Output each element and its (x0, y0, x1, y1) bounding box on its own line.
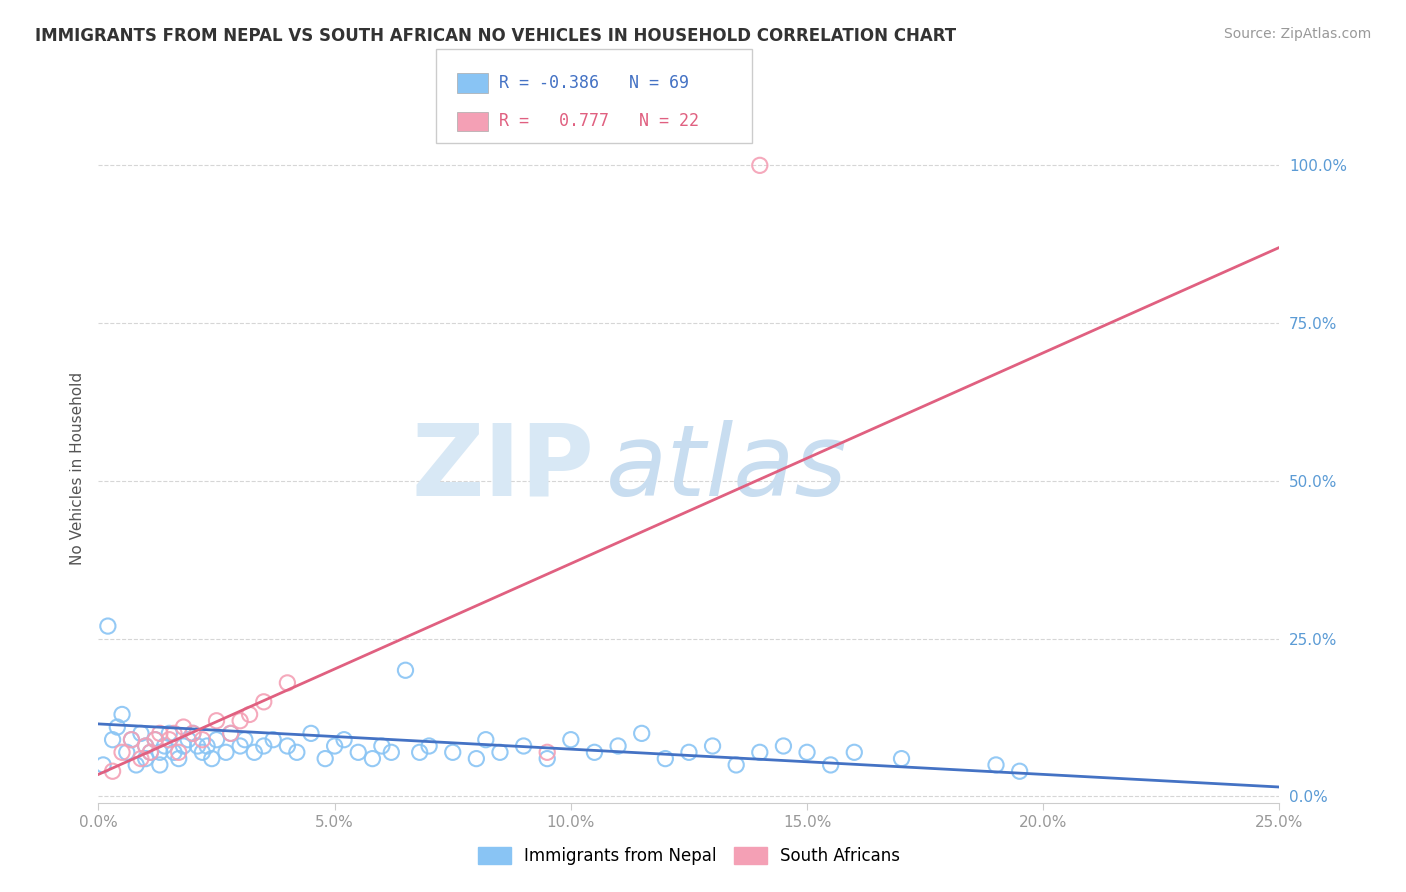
Text: atlas: atlas (606, 420, 848, 516)
Point (654, 751, 676, 765)
Point (135, 751, 157, 765)
Point (101, 764, 124, 779)
Point (702, 739, 724, 753)
Point (276, 676, 298, 690)
Text: Source: ZipAtlas.com: Source: ZipAtlas.com (1223, 27, 1371, 41)
Point (97, 619, 120, 633)
Point (361, 751, 384, 765)
Point (253, 695, 276, 709)
Point (441, 745, 464, 759)
Point (135, 739, 157, 753)
Point (512, 739, 534, 753)
Point (844, 745, 866, 759)
Point (115, 745, 138, 759)
Point (262, 732, 284, 747)
Text: ZIP: ZIP (412, 420, 595, 516)
Point (167, 751, 190, 765)
Point (560, 732, 582, 747)
Point (111, 745, 134, 759)
Point (408, 745, 430, 759)
Point (187, 739, 209, 753)
Point (229, 714, 252, 728)
Point (772, 739, 794, 753)
Point (205, 732, 228, 747)
Point (489, 745, 512, 759)
Point (121, 732, 143, 747)
Point (181, 726, 204, 740)
Point (129, 726, 152, 740)
Point (380, 745, 402, 759)
Text: R = -0.386   N = 69: R = -0.386 N = 69 (499, 74, 689, 92)
Point (205, 714, 228, 728)
Point (177, 732, 200, 747)
Point (630, 726, 652, 740)
Point (418, 739, 440, 753)
Point (725, 758, 748, 772)
Point (139, 745, 162, 759)
Point (149, 758, 172, 772)
Text: R =   0.777   N = 22: R = 0.777 N = 22 (499, 112, 699, 130)
Legend: Immigrants from Nepal, South Africans: Immigrants from Nepal, South Africans (471, 840, 907, 871)
Point (371, 739, 394, 753)
Point (394, 663, 416, 677)
Point (285, 745, 308, 759)
Point (163, 726, 186, 740)
Point (233, 732, 256, 747)
Point (191, 745, 214, 759)
Point (149, 726, 172, 740)
Point (243, 745, 266, 759)
Point (195, 739, 218, 753)
Point (149, 745, 172, 759)
Point (536, 751, 558, 765)
Point (239, 707, 262, 722)
Point (157, 726, 180, 740)
Point (125, 758, 148, 772)
Point (139, 745, 162, 759)
Y-axis label: No Vehicles in Household: No Vehicles in Household (69, 372, 84, 565)
Point (111, 707, 134, 722)
Point (678, 745, 700, 759)
Point (984, 758, 1007, 772)
Point (314, 751, 336, 765)
Point (323, 739, 346, 753)
Point (276, 739, 298, 753)
Point (219, 726, 242, 740)
Point (796, 745, 818, 759)
Point (475, 732, 498, 747)
Point (157, 732, 180, 747)
Point (172, 720, 194, 734)
Point (105, 720, 128, 734)
Point (299, 726, 322, 740)
Point (163, 745, 186, 759)
Point (129, 751, 152, 765)
Point (172, 739, 194, 753)
Point (1008, 764, 1031, 779)
Point (820, 758, 842, 772)
Point (215, 745, 238, 759)
Point (465, 751, 488, 765)
Point (153, 739, 176, 753)
Point (253, 739, 276, 753)
Point (143, 732, 166, 747)
Point (229, 739, 252, 753)
Text: IMMIGRANTS FROM NEPAL VS SOUTH AFRICAN NO VEHICLES IN HOUSEHOLD CORRELATION CHAR: IMMIGRANTS FROM NEPAL VS SOUTH AFRICAN N… (35, 27, 956, 45)
Point (347, 745, 370, 759)
Point (748, 158, 770, 172)
Point (181, 726, 204, 740)
Point (333, 732, 356, 747)
Point (121, 732, 143, 747)
Point (536, 745, 558, 759)
Point (101, 732, 124, 747)
Point (135, 739, 157, 753)
Point (607, 739, 630, 753)
Point (583, 745, 606, 759)
Point (201, 751, 224, 765)
Point (143, 732, 166, 747)
Point (91, 758, 114, 772)
Point (890, 751, 912, 765)
Point (191, 732, 214, 747)
Point (219, 726, 242, 740)
Point (167, 745, 190, 759)
Point (748, 745, 770, 759)
